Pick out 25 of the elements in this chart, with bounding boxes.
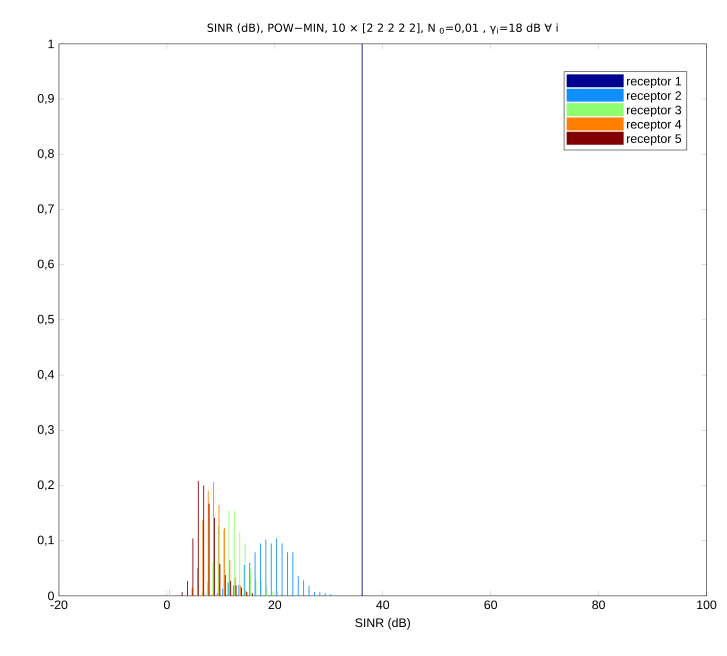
x-tick-label: 100: [697, 600, 716, 609]
y-tick-label: 0,9: [38, 94, 54, 104]
y-tick-label: 0,2: [38, 480, 54, 490]
y-tick-label: 0,3: [38, 425, 54, 436]
y-tick-label: 0,5: [38, 314, 54, 325]
x-axis-title: SINR (dB): [355, 618, 410, 630]
x-tick-label: 40: [376, 600, 390, 609]
y-tick-label: 0,6: [38, 259, 54, 270]
y-tick-label: 0,1: [38, 535, 54, 546]
y-tick-label: 0: [48, 591, 54, 600]
legend-label: receptor 2: [627, 91, 682, 102]
x-tick-label: -20: [50, 600, 68, 609]
legend-label: receptor 4: [627, 120, 682, 131]
y-tick-label: 1: [48, 39, 54, 48]
x-tick-label: 0: [164, 600, 170, 609]
y-tick-label: 0,4: [38, 370, 54, 380]
x-tick-label: 60: [484, 600, 498, 609]
x-tick-label: 20: [268, 600, 282, 609]
chart-title: SINR (dB), POW−MIN, 10 × [2 2 2 2 2], N $_{0}$=0,01 , γ$_{i}$=18 dB ∀ i: [208, 23, 558, 34]
x-tick-label: 80: [592, 600, 605, 609]
legend-label: receptor 5: [627, 134, 682, 146]
y-tick-label: 0,7: [38, 204, 54, 214]
y-tick-label: 0,8: [38, 149, 54, 160]
legend-label: receptor 1: [627, 76, 682, 88]
legend-label: receptor 3: [627, 105, 682, 117]
